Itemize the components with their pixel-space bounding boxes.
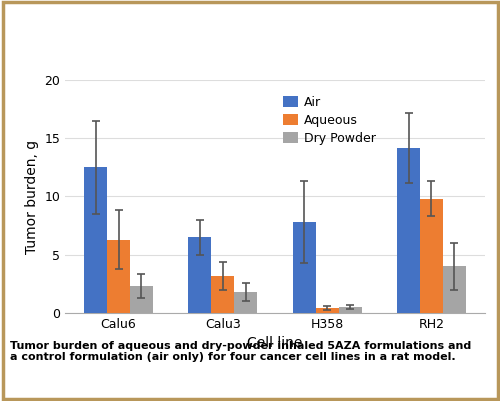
Bar [338, 307, 361, 313]
Y-axis label: Tumor burden, g: Tumor burden, g [24, 140, 38, 253]
Bar [84, 168, 107, 313]
Bar [292, 222, 316, 313]
Bar [420, 199, 443, 313]
Bar [397, 148, 420, 313]
Bar [130, 286, 153, 313]
Legend: Air, Aqueous, Dry Powder: Air, Aqueous, Dry Powder [278, 91, 381, 150]
X-axis label: Cell line: Cell line [248, 336, 302, 350]
Bar [234, 292, 258, 313]
Bar [212, 275, 234, 313]
Bar [443, 266, 466, 313]
Text: F I G U R E   2: F I G U R E 2 [192, 14, 308, 28]
Bar [316, 308, 338, 313]
Text: Tumor burden of aqueous and dry-powder inhaled 5AZA formulations and
a control f: Tumor burden of aqueous and dry-powder i… [10, 341, 471, 363]
Bar [107, 239, 130, 313]
Bar [188, 237, 212, 313]
